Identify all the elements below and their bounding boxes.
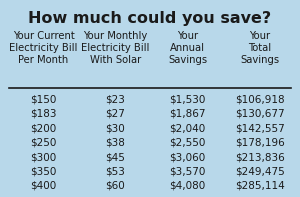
Text: $60: $60	[106, 181, 125, 191]
Text: $150: $150	[30, 95, 57, 104]
Text: $285,114: $285,114	[235, 181, 284, 191]
Text: Your
Annual
Savings: Your Annual Savings	[168, 31, 207, 65]
Text: Your Current
Electricity Bill
Per Month: Your Current Electricity Bill Per Month	[9, 31, 78, 65]
Text: $300: $300	[30, 152, 57, 162]
Text: $1,867: $1,867	[169, 109, 206, 119]
Text: $1,530: $1,530	[169, 95, 206, 104]
Text: $400: $400	[30, 181, 57, 191]
Text: $30: $30	[106, 123, 125, 133]
Text: $2,550: $2,550	[169, 138, 206, 148]
Text: $183: $183	[30, 109, 57, 119]
Text: $23: $23	[106, 95, 125, 104]
Text: $200: $200	[30, 123, 57, 133]
Text: $2,040: $2,040	[169, 123, 206, 133]
Text: $3,570: $3,570	[169, 166, 206, 176]
Text: Your
Total
Savings: Your Total Savings	[240, 31, 279, 65]
Text: $178,196: $178,196	[235, 138, 284, 148]
Text: Your Monthly
Electricity Bill
With Solar: Your Monthly Electricity Bill With Solar	[81, 31, 150, 65]
Text: $3,060: $3,060	[169, 152, 206, 162]
Text: $38: $38	[106, 138, 125, 148]
Text: $4,080: $4,080	[169, 181, 206, 191]
Text: $250: $250	[30, 138, 57, 148]
Text: $106,918: $106,918	[235, 95, 284, 104]
Text: $142,557: $142,557	[235, 123, 284, 133]
Text: How much could you save?: How much could you save?	[28, 11, 272, 26]
Text: $45: $45	[106, 152, 125, 162]
Text: $53: $53	[106, 166, 125, 176]
Text: $27: $27	[106, 109, 125, 119]
Text: $213,836: $213,836	[235, 152, 284, 162]
Text: $350: $350	[30, 166, 57, 176]
Text: $249,475: $249,475	[235, 166, 284, 176]
Text: $130,677: $130,677	[235, 109, 284, 119]
